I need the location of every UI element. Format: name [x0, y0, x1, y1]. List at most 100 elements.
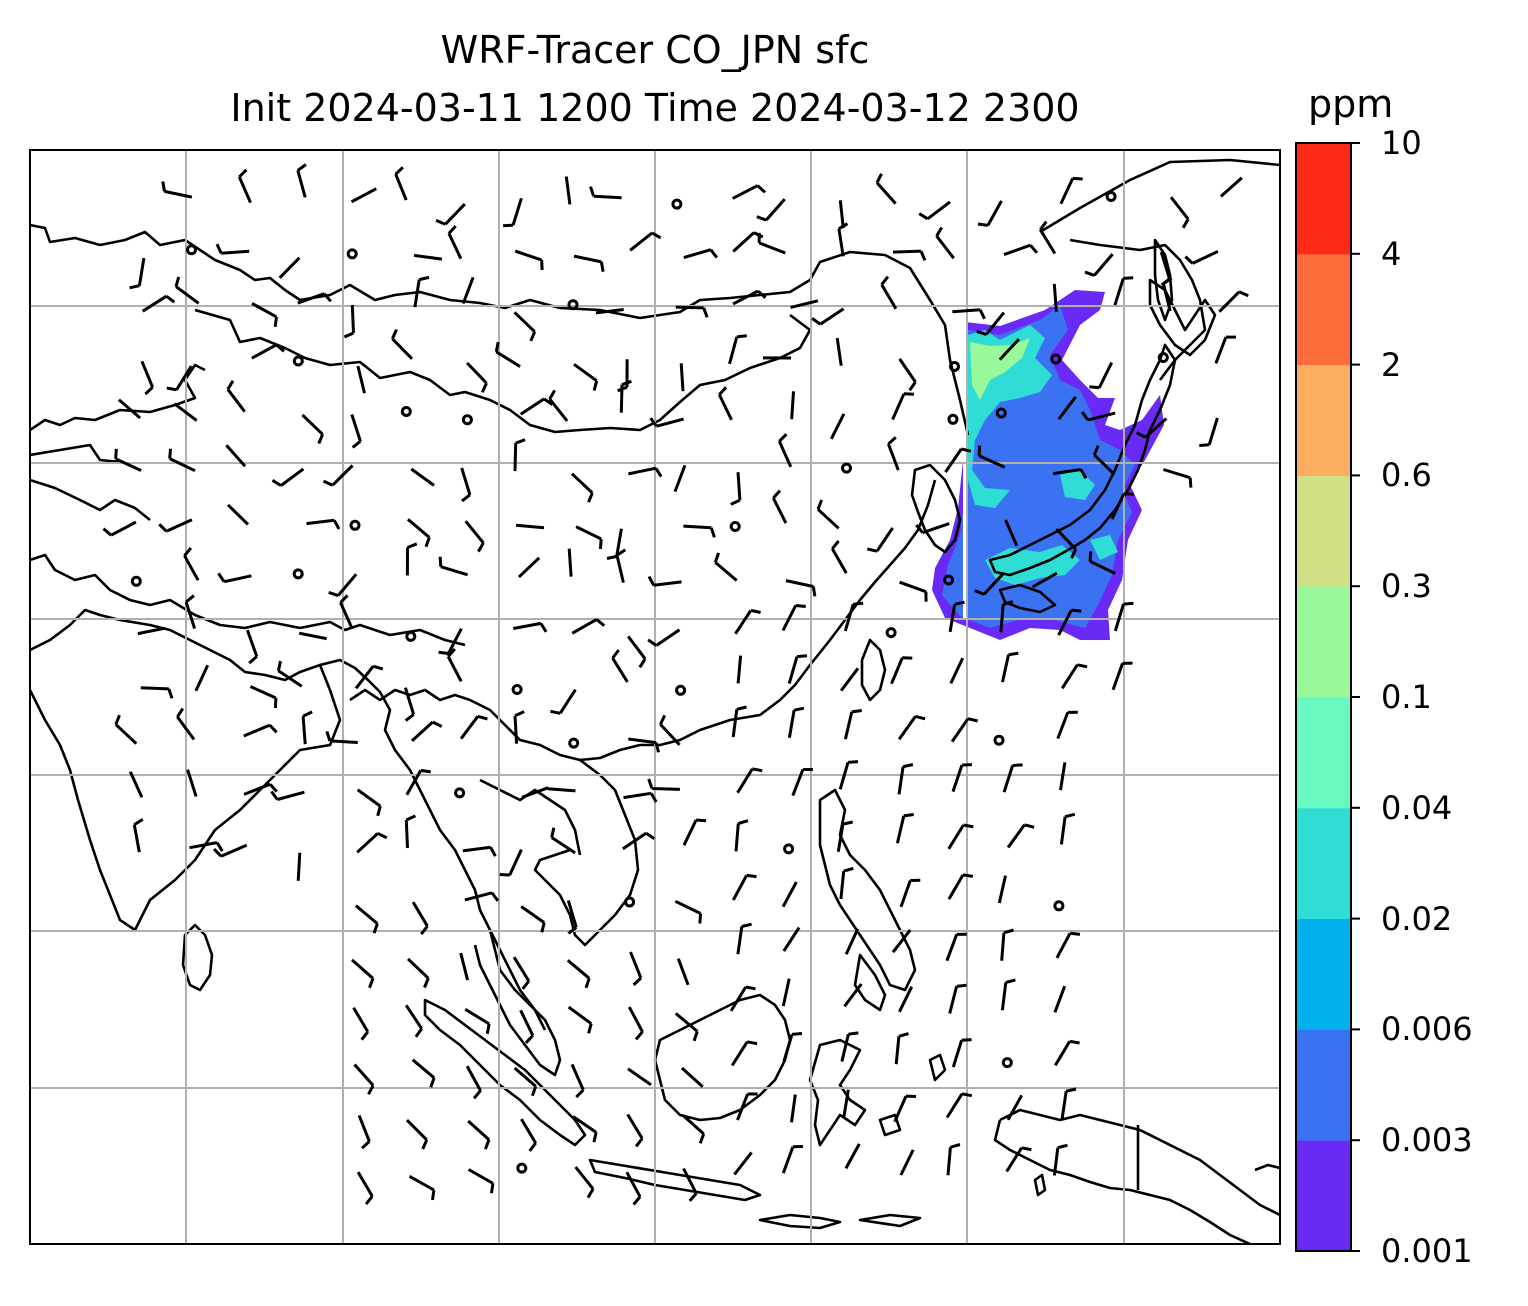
wind-barb	[842, 1089, 850, 1118]
wind-barb	[844, 1143, 861, 1170]
wind-barb	[1003, 243, 1039, 257]
calm-wind-circle	[346, 248, 358, 260]
wind-barb	[350, 187, 378, 204]
wind-barb	[513, 621, 548, 633]
wind-barb	[237, 168, 252, 204]
wind-barb	[306, 518, 341, 530]
colorbar-unit-label: ppm	[1308, 82, 1394, 126]
wind-barb	[173, 402, 198, 422]
wind-barb	[102, 520, 137, 537]
wind-barb	[339, 594, 354, 629]
wind-barb	[998, 338, 1020, 361]
wind-barb	[1060, 663, 1088, 690]
calm-wind-circle	[1105, 191, 1117, 202]
wind-barb	[140, 360, 154, 396]
wind-barb	[1088, 551, 1116, 575]
wind-barb	[350, 414, 362, 449]
wind-barb	[438, 556, 469, 577]
wind-barb	[352, 1006, 370, 1041]
wind-barb	[547, 787, 576, 793]
calm-wind-circle	[783, 843, 795, 855]
map-title: WRF-Tracer CO_JPN sfc	[440, 28, 870, 72]
wind-barb	[408, 1174, 436, 1201]
wind-barb	[839, 866, 854, 900]
wind-barb	[950, 717, 979, 743]
wind-barb	[567, 548, 573, 577]
wind-barb	[736, 767, 763, 794]
wind-barb	[731, 705, 747, 738]
wind-barb	[625, 1171, 642, 1206]
wind-barb	[791, 768, 813, 797]
wind-barb	[1057, 608, 1082, 636]
wind-barb	[186, 769, 198, 797]
wind-barb	[406, 957, 430, 989]
wind-barb	[734, 608, 761, 635]
wind-barb	[683, 248, 718, 260]
wind-barb	[628, 466, 663, 478]
wind-barb	[840, 667, 860, 692]
wind-barb	[899, 1149, 915, 1176]
calm-wind-circle	[949, 361, 960, 372]
wind-barb	[837, 222, 849, 257]
wind-barb	[1135, 417, 1168, 439]
wind-barb	[1060, 1087, 1077, 1120]
wind-barb	[446, 648, 463, 683]
wind-barb	[619, 379, 632, 413]
wind-barb	[951, 763, 972, 793]
wind-barb	[1039, 220, 1057, 255]
wind-barb	[679, 363, 685, 392]
wind-barb	[790, 391, 795, 420]
wind-barb	[898, 358, 917, 392]
wind-barb	[435, 203, 466, 226]
wind-barb	[548, 389, 569, 422]
wind-barb	[999, 600, 1014, 633]
calm-wind-circle	[947, 413, 959, 425]
wind-barb	[1000, 978, 1016, 1011]
wind-barb	[1006, 823, 1035, 849]
wind-barb	[674, 1012, 699, 1042]
wind-barb	[897, 714, 926, 741]
wind-barb	[215, 243, 250, 255]
wind-barb	[519, 397, 554, 416]
wind-barb	[977, 200, 1003, 227]
wind-barb	[406, 518, 431, 548]
wind-barb	[1002, 763, 1023, 793]
wind-barb	[465, 1065, 482, 1100]
colorbar-tick-label: 0.003	[1381, 1121, 1473, 1160]
colorbar-swatch	[1296, 697, 1351, 809]
wind-barb	[296, 852, 302, 881]
wind-barb	[114, 714, 138, 745]
wind-barb	[997, 875, 1007, 904]
wind-barb	[1057, 395, 1077, 421]
wind-barb	[897, 763, 914, 795]
wind-barb	[574, 1166, 595, 1199]
wind-barb	[550, 827, 576, 855]
wind-barb	[168, 448, 196, 473]
wind-barb	[513, 311, 537, 342]
wind-barb	[891, 929, 912, 954]
colorbar-swatch	[1296, 253, 1351, 366]
graticule	[30, 150, 1280, 1244]
wind-barb	[278, 256, 301, 279]
wind-barb	[728, 334, 747, 365]
wind-barb	[356, 1171, 374, 1206]
wind-barb	[843, 601, 864, 632]
wind-barb	[683, 524, 716, 538]
wind-barb	[629, 231, 662, 252]
wind-barb	[464, 520, 485, 553]
wind-barb	[161, 181, 193, 199]
calm-wind-circle	[568, 737, 580, 749]
calm-wind-circle	[292, 568, 304, 580]
wind-barb	[649, 417, 684, 428]
wind-barb	[356, 832, 388, 854]
wind-barb	[647, 628, 681, 647]
wind-barb	[251, 343, 285, 360]
wind-barb	[790, 1094, 797, 1123]
wind-barb	[243, 723, 278, 738]
wind-barb	[158, 518, 193, 533]
wind-barb	[838, 200, 845, 229]
colorbar-swatch	[1296, 1140, 1351, 1252]
calm-wind-circle	[675, 684, 687, 696]
wind-barb	[566, 959, 591, 989]
